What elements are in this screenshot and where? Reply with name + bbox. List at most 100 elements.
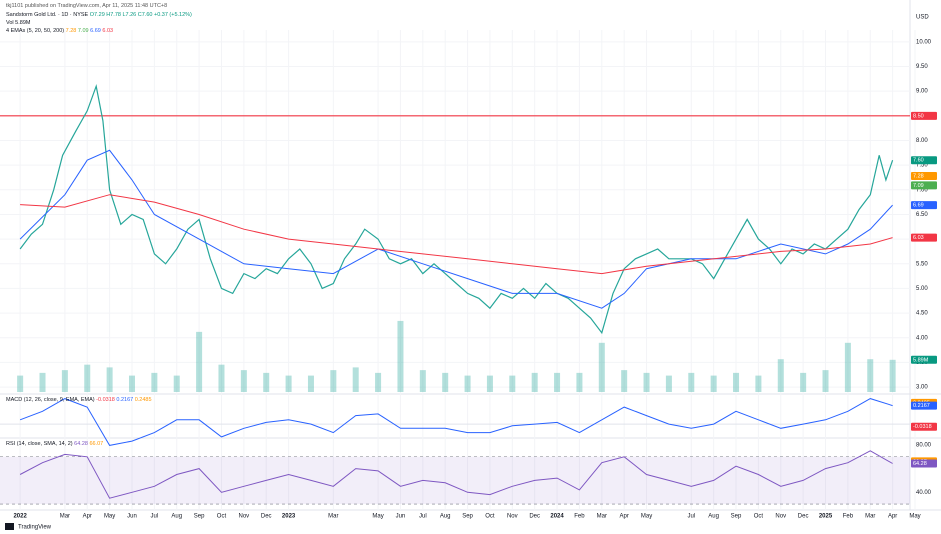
value-tag-label: 6.03 [913,235,924,241]
macd-line: MACD (12, 26, close, 9, EMA, EMA) -0.031… [6,397,152,403]
volume-bar [151,372,158,392]
y-tick-label: 8.00 [916,138,928,144]
macd-value: 0.2485 [134,397,152,403]
x-tick-label: May [372,514,383,520]
series-line [19,149,893,309]
volume-bar [755,375,762,392]
x-tick-label: 2022 [13,514,27,520]
x-tick-label: Aug [171,514,182,520]
rsi-line: RSI (14, close, SMA, 14, 2) 64.28 66.07 [6,441,103,447]
x-tick-label: May [641,514,652,520]
x-tick-label: Oct [485,514,495,520]
x-tick-label: Jul [687,514,695,520]
y-tick-label: 7.50 [916,163,928,169]
rsi-label: RSI (14, close, SMA, 14, 2) [6,441,73,447]
volume-bar [61,370,68,392]
volume-bar [665,375,672,392]
ema-value: 7.09 [77,28,89,34]
ema-value: 6.03 [102,28,114,34]
macd-label: MACD (12, 26, close, 9, EMA, EMA) [6,397,95,403]
volume-bar [84,364,91,392]
y-tick-label: 10.00 [916,39,932,45]
y-tick-label: 80.00 [916,442,932,448]
volume-bar [464,375,471,392]
x-tick-label: Jul [151,514,159,520]
value-tag [911,111,937,120]
volume-bar [285,375,292,392]
x-tick-label: Mar [328,514,338,520]
ema-value: 6.69 [90,28,101,34]
volume-bar [554,372,561,392]
volume-bar [844,342,851,392]
x-tick-label: Oct [754,514,764,520]
currency: USD [916,15,929,21]
value-tag [911,156,937,165]
volume-bar [240,370,247,392]
volume-bar [17,375,24,392]
x-tick-label: Aug [440,514,451,520]
x-tick-label: Nov [775,514,786,520]
x-tick-label: Jun [396,514,406,520]
publisher: tkj1101 published on TradingView.com, Ap… [6,3,168,9]
volume-bar [777,359,784,392]
volume-bar [800,372,807,392]
value-tag-label: -0.0318 [913,424,932,430]
volume-bar [106,367,113,392]
rsi-line [19,450,893,499]
volume-bar [263,372,270,392]
x-tick-label: Dec [798,514,809,520]
x-tick-label: Feb [843,514,854,520]
volume-bar [330,370,337,392]
value-tag [911,355,937,364]
x-tick-label: 2025 [819,514,833,520]
x-tick-label: Feb [574,514,585,520]
volume-line: Vol 5.89M [6,20,30,26]
value-tag [911,401,937,410]
value-tag [911,181,937,190]
x-tick-label: Dec [261,514,272,520]
x-tick-label: Dec [529,514,540,520]
volume-bar [196,331,203,392]
volume-bar [352,367,359,392]
x-tick-label: Apr [619,514,628,520]
y-tick-label: 4.00 [916,335,928,341]
value-tag-label: 6.69 [913,203,924,209]
volume-bar [39,372,46,392]
x-tick-label: Apr [83,514,92,520]
value-tag [911,459,937,468]
volume-bar [486,375,493,392]
x-tick-label: Mar [597,514,607,520]
volume-label: Vol 5.89M [6,20,31,26]
value-tag [911,422,937,431]
x-tick-label: Sep [194,514,205,520]
value-tag-label: 5.89M [913,357,929,363]
value-tag [911,201,937,210]
x-tick-label: Apr [888,514,897,520]
value-tag-label: 7.09 [913,183,924,189]
x-tick-label: Sep [731,514,742,520]
value-tag-label: 7.28 [913,173,924,179]
value-tag [911,171,937,180]
y-tick-label: 9.00 [916,89,928,95]
volume-bar [442,372,449,392]
volume-bar [889,359,896,392]
value-tag [911,233,937,242]
symbol-line: Sandstorm Gold Ltd. · 1D · NYSE O7.29 H7… [6,12,192,18]
x-tick-label: 2024 [550,514,564,520]
logo [5,523,14,530]
x-tick-label: Oct [217,514,227,520]
y-tick-label: 6.50 [916,212,928,218]
rsi-band [0,456,910,505]
volume-bar [688,372,695,392]
y-tick-label: 5.50 [916,261,928,267]
volume-bar [598,342,605,392]
volume-bar [531,372,538,392]
volume-bar [710,375,717,392]
y-tick-label: 5.00 [916,286,928,292]
value-tag-label: 7.60 [913,158,924,164]
volume-bar [643,372,650,392]
value-tag-label: 64.28 [913,461,927,467]
volume-bar [128,375,135,392]
